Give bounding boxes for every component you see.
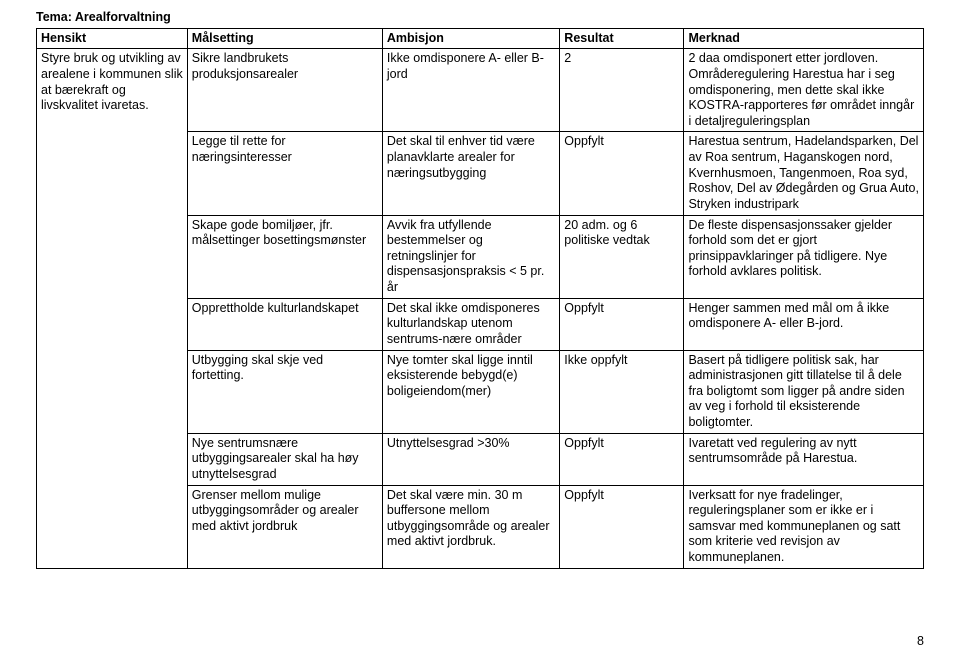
header-hensikt: Hensikt <box>37 28 188 49</box>
cell-resultat: Oppfylt <box>560 485 684 568</box>
cell-resultat: Oppfylt <box>560 132 684 215</box>
cell-maalsetting: Grenser mellom mulige utbyggingsområder … <box>187 485 382 568</box>
header-ambisjon: Ambisjon <box>382 28 559 49</box>
cell-maalsetting: Sikre landbrukets produksjonsarealer <box>187 49 382 132</box>
cell-maalsetting: Nye sentrumsnære utbyggingsarealer skal … <box>187 433 382 485</box>
cell-ambisjon: Det skal ikke omdisponeres kulturlandska… <box>382 298 559 350</box>
cell-ambisjon: Det skal være min. 30 m buffersone mello… <box>382 485 559 568</box>
cell-merknad: Ivaretatt ved regulering av nytt sentrum… <box>684 433 924 485</box>
cell-resultat: 20 adm. og 6 politiske vedtak <box>560 215 684 298</box>
table-row: Styre bruk og utvikling av arealene i ko… <box>37 49 924 132</box>
cell-ambisjon: Det skal til enhver tid være planavklart… <box>382 132 559 215</box>
cell-merknad: Henger sammen med mål om å ikke omdispon… <box>684 298 924 350</box>
cell-merknad: 2 daa omdisponert etter jordloven. Områd… <box>684 49 924 132</box>
cell-hensikt: Styre bruk og utvikling av arealene i ko… <box>37 49 188 568</box>
cell-maalsetting: Legge til rette for næringsinteresser <box>187 132 382 215</box>
table-header-row: Hensikt Målsetting Ambisjon Resultat Mer… <box>37 28 924 49</box>
cell-resultat: 2 <box>560 49 684 132</box>
header-merknad: Merknad <box>684 28 924 49</box>
header-maalsetting: Målsetting <box>187 28 382 49</box>
cell-maalsetting: Skape gode bomiljøer, jfr. målsettinger … <box>187 215 382 298</box>
cell-resultat: Ikke oppfylt <box>560 350 684 433</box>
main-table: Hensikt Målsetting Ambisjon Resultat Mer… <box>36 28 924 569</box>
cell-merknad: Iverksatt for nye fradelinger, regulerin… <box>684 485 924 568</box>
cell-ambisjon: Avvik fra utfyllende bestemmelser og ret… <box>382 215 559 298</box>
theme-heading: Tema: Arealforvaltning <box>36 10 924 26</box>
cell-resultat: Oppfylt <box>560 433 684 485</box>
cell-maalsetting: Utbygging skal skje ved fortetting. <box>187 350 382 433</box>
page-number: 8 <box>917 634 924 650</box>
header-resultat: Resultat <box>560 28 684 49</box>
cell-resultat: Oppfylt <box>560 298 684 350</box>
page: Tema: Arealforvaltning Hensikt Målsettin… <box>0 0 960 660</box>
cell-ambisjon: Nye tomter skal ligge inntil eksisterend… <box>382 350 559 433</box>
cell-merknad: Harestua sentrum, Hadelandsparken, Del a… <box>684 132 924 215</box>
cell-ambisjon: Utnyttelsesgrad >30% <box>382 433 559 485</box>
cell-ambisjon: Ikke omdisponere A- eller B-jord <box>382 49 559 132</box>
cell-merknad: De fleste dispensasjonssaker gjelder for… <box>684 215 924 298</box>
cell-merknad: Basert på tidligere politisk sak, har ad… <box>684 350 924 433</box>
cell-maalsetting: Opprettholde kulturlandskapet <box>187 298 382 350</box>
